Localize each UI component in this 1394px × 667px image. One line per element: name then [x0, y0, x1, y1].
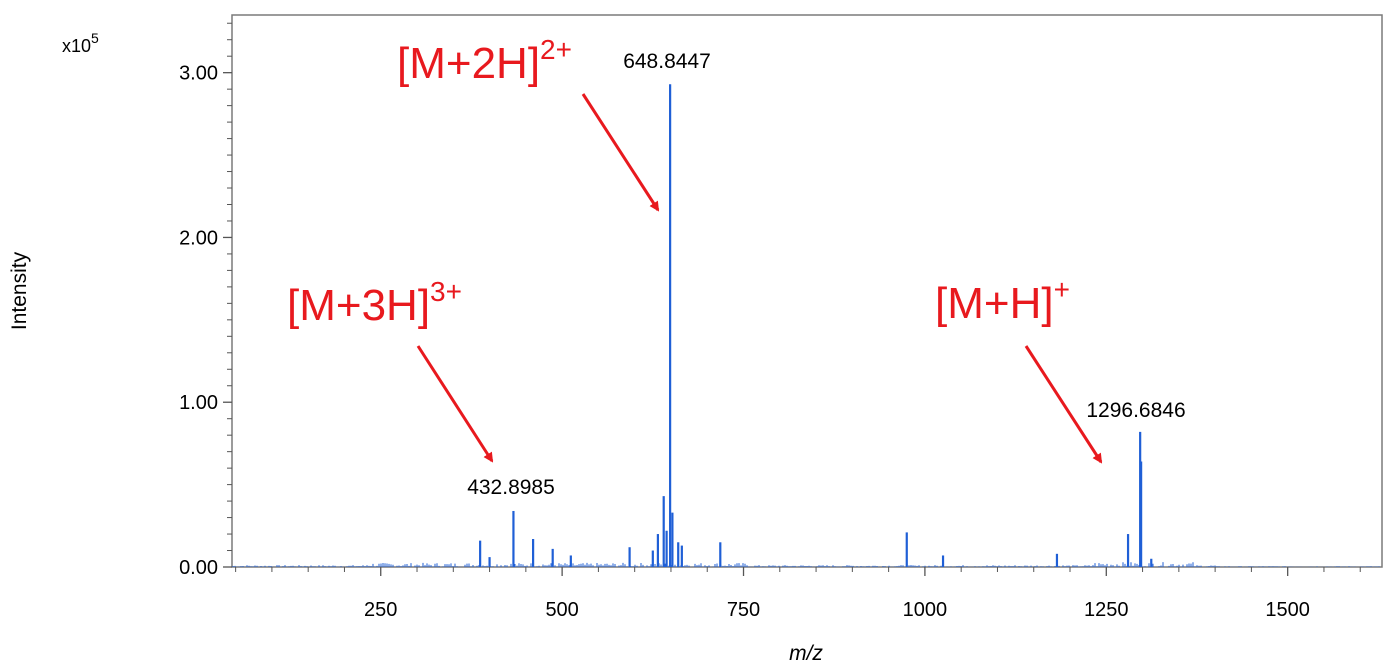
x-axis-title: m/z [789, 642, 823, 665]
x-tick-label: 1250 [1084, 599, 1129, 621]
ion-annotation-mh: [M+H]+ [935, 274, 1070, 328]
peak-label-1296: 1296.6846 [1086, 399, 1185, 422]
arrow-m3h [416, 345, 494, 463]
arrow-m2h [581, 93, 660, 212]
peak-label-648: 648.8447 [623, 50, 711, 73]
y-multiplier-label: x105 [62, 30, 99, 56]
y-axis-title: Intensity [8, 251, 31, 330]
x-axis: 250 500 750 1000 1250 1500 [235, 567, 1361, 621]
peaks-layer [479, 84, 1153, 567]
x-tick-label: 250 [364, 599, 397, 621]
arrow-mh [1024, 345, 1103, 464]
ion-annotation-m2h: [M+2H]2+ [397, 34, 572, 88]
peak-label-432: 432.8985 [467, 476, 555, 499]
x-tick-label: 1000 [903, 599, 948, 621]
y-tick-label: 1.00 [179, 392, 218, 414]
x-tick-label: 1500 [1265, 599, 1310, 621]
ion-annotation-m3h: [M+3H]3+ [287, 276, 462, 330]
y-tick-label: 2.00 [179, 227, 218, 249]
y-axis: 0.00 1.00 2.00 3.00 [179, 22, 232, 579]
baseline-noise-trace [232, 562, 1380, 567]
x-tick-label: 750 [727, 599, 760, 621]
x-tick-label: 500 [545, 599, 578, 621]
y-tick-label: 3.00 [179, 63, 218, 85]
y-tick-label: 0.00 [179, 557, 218, 579]
